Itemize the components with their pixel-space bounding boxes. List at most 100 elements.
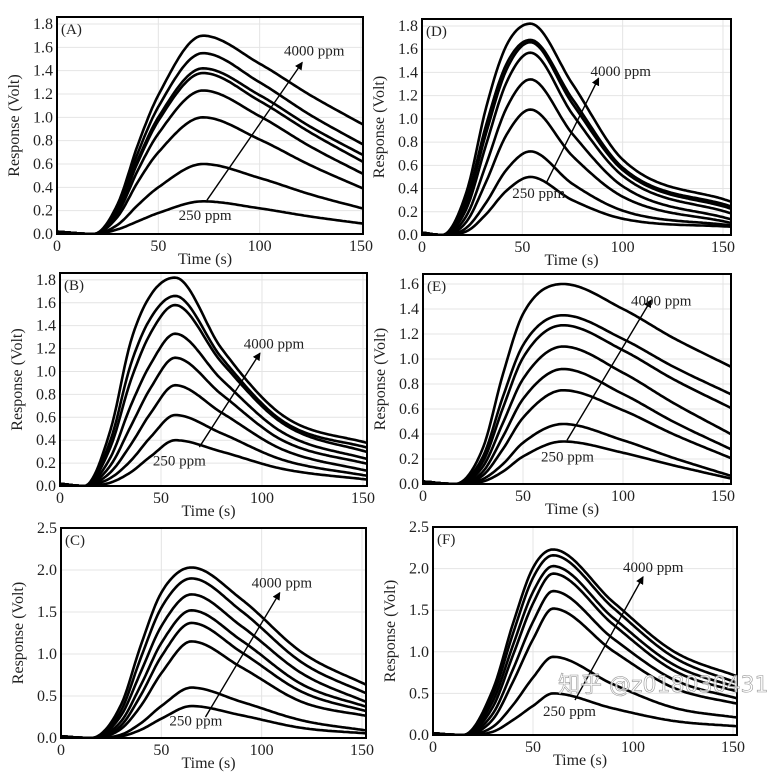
y-tick-label: 1.5: [409, 602, 429, 619]
x-tick-label: 150: [711, 488, 735, 505]
y-tick-label: 0.8: [398, 134, 418, 151]
x-tick-label: 0: [56, 490, 64, 507]
annotation-low: 250 ppm: [153, 453, 206, 469]
panels: 0.0 0.2 0.4 0.6 0.8 1.0 1.2 1.4 1.6 1.8 0 50 100 150 T…: [6, 16, 745, 772]
y-tick-label: 1.6: [36, 295, 56, 312]
series-line-5: [433, 572, 737, 735]
x-tick-label: 150: [349, 238, 373, 255]
annotation-high: 4000 ppm: [244, 337, 305, 353]
concentration-arrow: [198, 352, 261, 448]
series-line-5: [422, 51, 731, 235]
y-tick-label: 1.0: [409, 644, 429, 661]
y-tick-label: 2.0: [409, 561, 429, 578]
x-tick-label: 0: [57, 742, 65, 759]
panel-f: 0.0 0.5 1.0 1.5 2.0 2.5 0 50 100 150 Time (s) Respo…: [382, 519, 745, 769]
concentration-arrow: [545, 77, 600, 184]
y-tick-label: 1.0: [398, 111, 418, 128]
panel-label: (C): [65, 533, 85, 549]
y-axis-label: Response (Volt): [372, 328, 389, 430]
y-tick-label: 1.4: [399, 301, 419, 318]
series-line-5: [60, 332, 367, 486]
series-line-5: [423, 345, 731, 484]
series-group: [422, 22, 731, 235]
y-tick-label: 1.2: [36, 341, 56, 358]
y-tick-label: 0.0: [36, 478, 56, 495]
annotation-low: 250 ppm: [512, 186, 565, 202]
y-tick-label: 1.6: [398, 41, 418, 58]
series-line-8: [422, 22, 731, 235]
x-tick-label: 50: [514, 239, 530, 256]
y-tick-label: 0.0: [399, 476, 419, 493]
x-tick-label: 150: [711, 239, 735, 256]
x-tick-label: 100: [250, 742, 274, 759]
series-line-1: [57, 200, 363, 234]
y-tick-label: 0.0: [398, 227, 418, 244]
y-tick-label: 0.8: [36, 386, 56, 403]
series-line-2: [422, 150, 731, 235]
y-tick-label: 0.4: [398, 181, 418, 198]
x-axis-label: Time (s): [545, 501, 599, 518]
series-group: [61, 566, 366, 738]
y-tick-label: 0.8: [399, 376, 419, 393]
y-tick-label: 1.8: [398, 18, 418, 35]
series-line-7: [60, 294, 367, 486]
y-tick-label: 1.0: [37, 646, 57, 663]
series-line-3: [61, 640, 366, 738]
series-line-7: [57, 51, 363, 234]
y-tick-label: 1.4: [398, 64, 418, 81]
x-tick-label: 50: [150, 238, 166, 255]
series-line-3: [422, 108, 731, 235]
annotation-high: 4000 ppm: [631, 293, 692, 309]
annotation-high: 4000 ppm: [252, 576, 313, 592]
panel-e: 0.0 0.2 0.4 0.6 0.8 1.0 1.2 1.4 1.6 0 50 100 150 Time…: [372, 273, 735, 518]
series-line-3: [423, 389, 731, 484]
x-tick-label: 0: [419, 488, 427, 505]
y-tick-label: 0.6: [33, 156, 53, 173]
x-tick-label: 150: [350, 742, 374, 759]
y-tick-label: 1.0: [399, 351, 419, 368]
series-line-2: [60, 413, 367, 486]
series-line-4: [433, 589, 737, 735]
concentration-arrow: [204, 591, 281, 718]
y-tick-label: 1.5: [37, 604, 57, 621]
series-line-8: [57, 34, 363, 234]
y-tick-label: 1.8: [36, 272, 56, 289]
panel-b: 0.0 0.2 0.4 0.6 0.8 1.0 1.2 1.4 1.6 1.8 0 50 100 150 T…: [9, 272, 375, 520]
series-line-4: [61, 621, 366, 738]
y-tick-label: 1.8: [33, 16, 53, 33]
panel-label: (D): [426, 24, 447, 40]
series-line-7: [61, 577, 366, 738]
series-line-8: [61, 566, 366, 738]
x-tick-label: 100: [621, 739, 645, 756]
series-line-4: [423, 367, 731, 484]
annotation-low: 250 ppm: [169, 713, 222, 729]
x-tick-label: 100: [248, 238, 272, 255]
concentration-arrow: [566, 299, 652, 441]
series-line-3: [60, 383, 367, 486]
series-group: [57, 34, 363, 234]
panel-a: 0.0 0.2 0.4 0.6 0.8 1.0 1.2 1.4 1.6 1.8 0 50 100 150 T…: [6, 16, 373, 268]
x-axis-label: Time (s): [178, 251, 232, 268]
series-line-6: [61, 593, 366, 738]
annotation-low: 250 ppm: [543, 704, 596, 720]
y-tick-label: 1.0: [36, 363, 56, 380]
panel-d: 0.0 0.2 0.4 0.6 0.8 1.0 1.2 1.4 1.6 1.8 0 50 100 150 T…: [371, 18, 735, 269]
y-tick-label: 1.2: [33, 86, 53, 103]
series-line-7: [433, 554, 737, 735]
x-tick-label: 50: [153, 742, 169, 759]
x-tick-label: 50: [515, 488, 531, 505]
plot-frame: [421, 18, 732, 236]
series-line-6: [60, 303, 367, 486]
panel-label: (E): [427, 279, 446, 295]
x-tick-label: 100: [611, 488, 635, 505]
x-tick-label: 50: [153, 490, 169, 507]
y-tick-label: 0.0: [33, 226, 53, 243]
series-line-1: [60, 438, 367, 486]
y-tick-label: 1.6: [33, 39, 53, 56]
x-axis-label: Time (s): [553, 752, 607, 769]
annotation-high: 4000 ppm: [591, 64, 652, 80]
annotation-high: 4000 ppm: [284, 44, 345, 60]
y-tick-label: 0.8: [33, 133, 53, 150]
series-line-1: [433, 692, 737, 735]
